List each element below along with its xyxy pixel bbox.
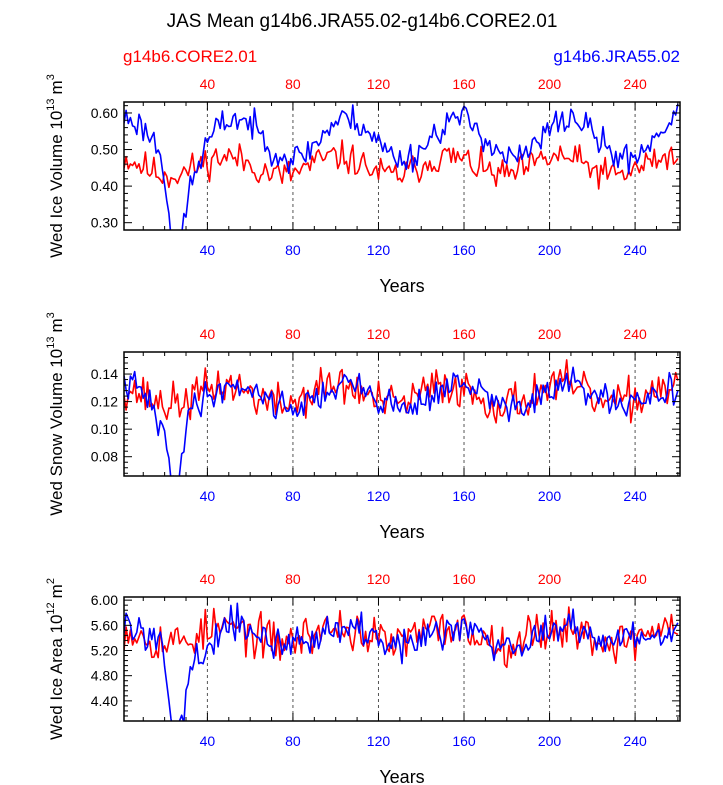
ytick-label: 4.80 <box>91 668 118 684</box>
ytick-label: 0.12 <box>91 394 118 410</box>
xtick-label-bottom: 80 <box>285 488 301 504</box>
ytick-label: 0.08 <box>91 449 118 465</box>
xtick-label-top: 120 <box>367 76 391 92</box>
xtick-label-bottom: 40 <box>200 733 216 749</box>
xtick-label-bottom: 120 <box>367 733 391 749</box>
x-axis-label: Years <box>379 276 424 296</box>
xtick-label-bottom: 160 <box>452 242 476 258</box>
xtick-label-bottom: 120 <box>367 242 391 258</box>
series-line-jra <box>124 103 679 230</box>
xtick-label-top: 200 <box>538 571 562 587</box>
xtick-label-bottom: 200 <box>538 242 562 258</box>
xtick-label-top: 80 <box>285 76 301 92</box>
xtick-label-top: 160 <box>452 571 476 587</box>
xtick-label-bottom: 40 <box>200 242 216 258</box>
xtick-label-bottom: 160 <box>452 733 476 749</box>
series-line-jra <box>124 602 679 721</box>
xtick-label-bottom: 120 <box>367 488 391 504</box>
ytick-label: 0.14 <box>91 366 118 382</box>
ytick-label: 0.50 <box>91 142 118 158</box>
chart-panel-2: 0.08 0.10 0.12 0.14 40 40 80 80 120 120 160 160 200 2… <box>45 312 681 542</box>
x-axis-label: Years <box>379 767 424 785</box>
xtick-label-bottom: 80 <box>285 242 301 258</box>
xtick-label-bottom: 240 <box>623 733 647 749</box>
xtick-label-bottom: 160 <box>452 488 476 504</box>
x-axis-label: Years <box>379 522 424 542</box>
ytick-label: 0.30 <box>91 215 118 231</box>
xtick-label-bottom: 80 <box>285 733 301 749</box>
y-axis-label: Wed Snow Volume 1013m3 <box>45 312 66 516</box>
chart-title: JAS Mean g14b6.JRA55.02-g14b6.CORE2.01 <box>167 11 558 32</box>
ytick-label: 5.60 <box>91 617 118 633</box>
xtick-label-bottom: 240 <box>623 242 647 258</box>
xtick-label-top: 200 <box>538 326 562 342</box>
xtick-label-top: 120 <box>367 326 391 342</box>
ytick-label: 4.40 <box>91 693 118 709</box>
series-line-jra <box>124 366 679 476</box>
xtick-label-top: 80 <box>285 571 301 587</box>
xtick-label-top: 240 <box>623 571 647 587</box>
xtick-label-top: 240 <box>623 76 647 92</box>
chart-panel-1: 0.30 0.40 0.50 0.60 40 40 80 80 120 120 160 160 200 2… <box>45 74 681 296</box>
chart-panel-3: 4.40 4.80 5.20 5.60 6.00 40 40 80 80 120 120 160 160… <box>45 571 681 785</box>
xtick-label-top: 160 <box>452 76 476 92</box>
xtick-label-bottom: 240 <box>623 488 647 504</box>
legend-jra: g14b6.JRA55.02 <box>553 47 680 66</box>
xtick-label-top: 200 <box>538 76 562 92</box>
xtick-label-top: 80 <box>285 326 301 342</box>
plot-frame <box>123 596 681 722</box>
xtick-label-top: 40 <box>200 76 216 92</box>
xtick-label-bottom: 200 <box>538 488 562 504</box>
xtick-label-top: 40 <box>200 571 216 587</box>
xtick-label-top: 240 <box>623 326 647 342</box>
y-axis-label: Wed Ice Volume 1013m3 <box>45 74 66 258</box>
ytick-label: 6.00 <box>91 592 118 608</box>
xtick-label-top: 160 <box>452 326 476 342</box>
xtick-label-bottom: 200 <box>538 733 562 749</box>
y-axis-label: Wed Ice Area 1012m2 <box>45 578 66 740</box>
xtick-label-top: 40 <box>200 326 216 342</box>
xtick-label-bottom: 40 <box>200 488 216 504</box>
legend-core: g14b6.CORE2.01 <box>123 47 257 66</box>
ytick-label: 0.10 <box>91 421 118 437</box>
xtick-label-top: 120 <box>367 571 391 587</box>
series-line-core <box>124 139 679 190</box>
plot-frame <box>123 351 681 477</box>
plot-frame <box>123 101 681 231</box>
ytick-label: 5.20 <box>91 643 118 659</box>
ytick-label: 0.60 <box>91 105 118 121</box>
ytick-label: 0.40 <box>91 178 118 194</box>
